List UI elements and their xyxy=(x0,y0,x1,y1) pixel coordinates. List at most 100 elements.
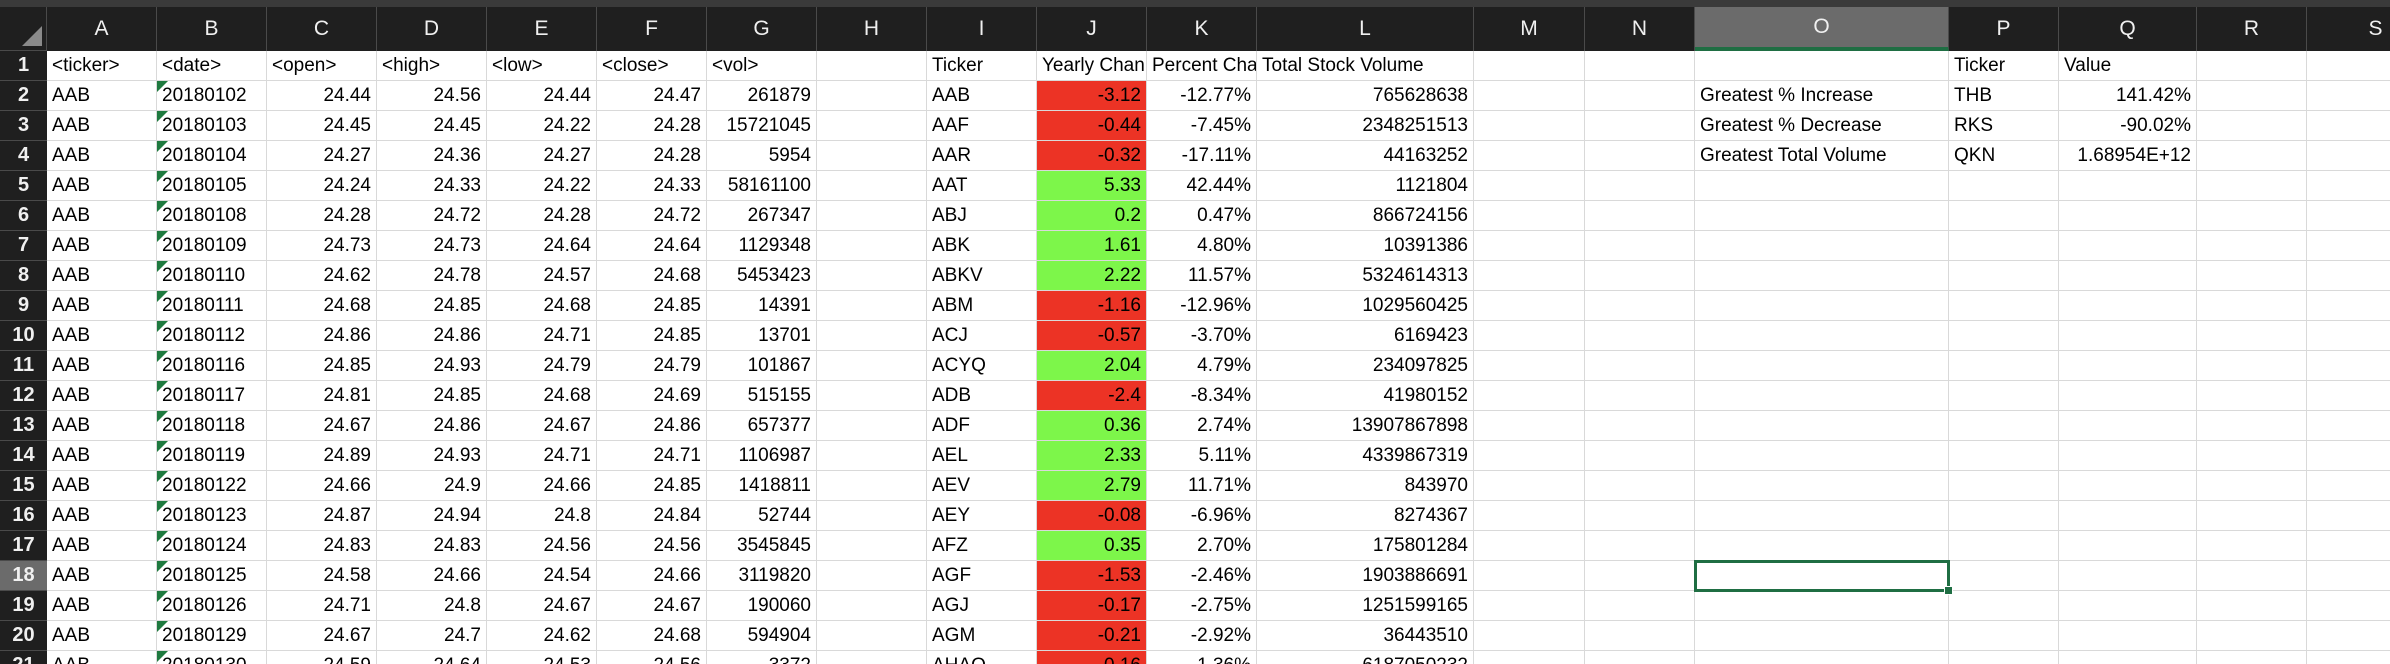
column-header-o[interactable]: O xyxy=(1695,7,1949,51)
cell-o5[interactable] xyxy=(1695,171,1949,201)
cell-j11[interactable]: 2.04 xyxy=(1037,351,1147,381)
cell-g1[interactable]: <vol> xyxy=(707,51,817,81)
cell-c9[interactable]: 24.68 xyxy=(267,291,377,321)
cell-k18[interactable]: -2.46% xyxy=(1147,561,1257,591)
cell-f2[interactable]: 24.47 xyxy=(597,81,707,111)
cell-k14[interactable]: 5.11% xyxy=(1147,441,1257,471)
cell-f15[interactable]: 24.85 xyxy=(597,471,707,501)
cell-n20[interactable] xyxy=(1585,621,1695,651)
cell-s11[interactable] xyxy=(2307,351,2390,381)
cell-h7[interactable] xyxy=(817,231,927,261)
cell-g13[interactable]: 657377 xyxy=(707,411,817,441)
cell-f6[interactable]: 24.72 xyxy=(597,201,707,231)
cell-e10[interactable]: 24.71 xyxy=(487,321,597,351)
cell-j21[interactable]: -0.16 xyxy=(1037,651,1147,664)
cell-m15[interactable] xyxy=(1474,471,1585,501)
cell-d13[interactable]: 24.86 xyxy=(377,411,487,441)
cell-i7[interactable]: ABK xyxy=(927,231,1037,261)
cell-a13[interactable]: AAB xyxy=(47,411,157,441)
cell-s4[interactable] xyxy=(2307,141,2390,171)
cell-k2[interactable]: -12.77% xyxy=(1147,81,1257,111)
cell-i4[interactable]: AAR xyxy=(927,141,1037,171)
cell-e16[interactable]: 24.8 xyxy=(487,501,597,531)
cell-f5[interactable]: 24.33 xyxy=(597,171,707,201)
cell-a7[interactable]: AAB xyxy=(47,231,157,261)
row-header-21[interactable]: 21 xyxy=(0,651,47,664)
cell-m3[interactable] xyxy=(1474,111,1585,141)
cell-e9[interactable]: 24.68 xyxy=(487,291,597,321)
cell-i14[interactable]: AEL xyxy=(927,441,1037,471)
column-header-q[interactable]: Q xyxy=(2059,7,2197,51)
cell-q18[interactable] xyxy=(2059,561,2197,591)
cell-h17[interactable] xyxy=(817,531,927,561)
cell-n2[interactable] xyxy=(1585,81,1695,111)
cell-o7[interactable] xyxy=(1695,231,1949,261)
cell-l19[interactable]: 1251599165 xyxy=(1257,591,1474,621)
cell-d10[interactable]: 24.86 xyxy=(377,321,487,351)
cell-e3[interactable]: 24.22 xyxy=(487,111,597,141)
cell-s6[interactable] xyxy=(2307,201,2390,231)
cell-r6[interactable] xyxy=(2197,201,2307,231)
cell-p20[interactable] xyxy=(1949,621,2059,651)
cell-n15[interactable] xyxy=(1585,471,1695,501)
cell-r19[interactable] xyxy=(2197,591,2307,621)
cell-b2[interactable]: 20180102 xyxy=(157,81,267,111)
cell-p9[interactable] xyxy=(1949,291,2059,321)
cell-g4[interactable]: 5954 xyxy=(707,141,817,171)
cell-j12[interactable]: -2.4 xyxy=(1037,381,1147,411)
cell-d12[interactable]: 24.85 xyxy=(377,381,487,411)
cell-p10[interactable] xyxy=(1949,321,2059,351)
cell-k20[interactable]: -2.92% xyxy=(1147,621,1257,651)
cell-f14[interactable]: 24.71 xyxy=(597,441,707,471)
cell-g21[interactable]: 3372 xyxy=(707,651,817,664)
cell-l9[interactable]: 1029560425 xyxy=(1257,291,1474,321)
cell-o19[interactable] xyxy=(1695,591,1949,621)
cell-f13[interactable]: 24.86 xyxy=(597,411,707,441)
cell-i21[interactable]: AHAO xyxy=(927,651,1037,664)
cell-r7[interactable] xyxy=(2197,231,2307,261)
cell-j14[interactable]: 2.33 xyxy=(1037,441,1147,471)
cell-r3[interactable] xyxy=(2197,111,2307,141)
cell-o6[interactable] xyxy=(1695,201,1949,231)
cell-o9[interactable] xyxy=(1695,291,1949,321)
cell-r15[interactable] xyxy=(2197,471,2307,501)
cell-m8[interactable] xyxy=(1474,261,1585,291)
cell-m21[interactable] xyxy=(1474,651,1585,664)
cell-a11[interactable]: AAB xyxy=(47,351,157,381)
cell-i9[interactable]: ABM xyxy=(927,291,1037,321)
cell-j1[interactable]: Yearly Chan xyxy=(1037,51,1147,81)
cell-o11[interactable] xyxy=(1695,351,1949,381)
cell-s2[interactable] xyxy=(2307,81,2390,111)
cell-i8[interactable]: ABKV xyxy=(927,261,1037,291)
row-header-17[interactable]: 17 xyxy=(0,531,47,561)
cell-l11[interactable]: 234097825 xyxy=(1257,351,1474,381)
cell-b18[interactable]: 20180125 xyxy=(157,561,267,591)
column-header-l[interactable]: L xyxy=(1257,7,1474,51)
cell-s10[interactable] xyxy=(2307,321,2390,351)
row-header-15[interactable]: 15 xyxy=(0,471,47,501)
cell-h21[interactable] xyxy=(817,651,927,664)
cell-o16[interactable] xyxy=(1695,501,1949,531)
cell-b15[interactable]: 20180122 xyxy=(157,471,267,501)
cell-h11[interactable] xyxy=(817,351,927,381)
cell-e7[interactable]: 24.64 xyxy=(487,231,597,261)
cell-l7[interactable]: 10391386 xyxy=(1257,231,1474,261)
cell-r12[interactable] xyxy=(2197,381,2307,411)
cell-m10[interactable] xyxy=(1474,321,1585,351)
cell-l10[interactable]: 6169423 xyxy=(1257,321,1474,351)
cell-k13[interactable]: 2.74% xyxy=(1147,411,1257,441)
cell-n10[interactable] xyxy=(1585,321,1695,351)
cell-s15[interactable] xyxy=(2307,471,2390,501)
cell-q19[interactable] xyxy=(2059,591,2197,621)
cell-e8[interactable]: 24.57 xyxy=(487,261,597,291)
cell-c4[interactable]: 24.27 xyxy=(267,141,377,171)
cell-h13[interactable] xyxy=(817,411,927,441)
cell-h9[interactable] xyxy=(817,291,927,321)
cell-p13[interactable] xyxy=(1949,411,2059,441)
row-header-2[interactable]: 2 xyxy=(0,81,47,111)
cell-s3[interactable] xyxy=(2307,111,2390,141)
cell-g10[interactable]: 13701 xyxy=(707,321,817,351)
cell-j15[interactable]: 2.79 xyxy=(1037,471,1147,501)
cell-m2[interactable] xyxy=(1474,81,1585,111)
